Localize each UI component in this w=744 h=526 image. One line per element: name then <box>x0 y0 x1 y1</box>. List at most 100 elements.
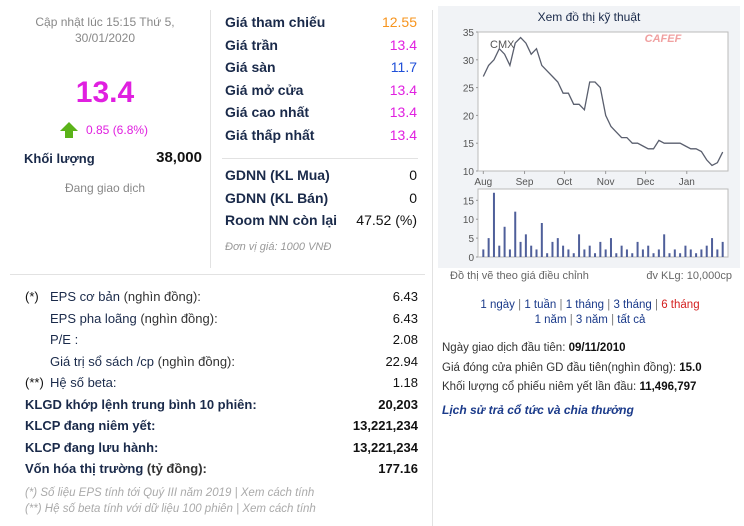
volume-bar <box>689 249 692 257</box>
volume-bar <box>487 238 490 257</box>
y2-tick-label: 15 <box>463 196 475 207</box>
volume-bar <box>615 253 618 257</box>
footnote: (**) Hệ số beta tính với dữ liệu 100 phi… <box>25 503 316 515</box>
period-link[interactable]: 1 năm <box>534 314 567 326</box>
volume-bar <box>636 241 639 257</box>
period-link[interactable]: 3 năm <box>575 314 608 326</box>
dividend-link[interactable]: Lịch sử trả cổ tức và chia thưởng <box>442 403 634 417</box>
price-label: Giá thấp nhất <box>225 126 315 143</box>
foreign-label: Room NN còn lại <box>225 212 338 228</box>
price-value: 13.4 <box>389 126 417 143</box>
volume-bar <box>556 238 559 257</box>
listing-value: 15.0 <box>679 361 702 374</box>
volume-bar <box>679 253 682 257</box>
volume-bar <box>514 211 517 257</box>
period-link[interactable]: 3 tháng <box>613 299 652 311</box>
metric-name: EPS cơ bản <box>50 289 120 304</box>
foreign-value: 0 <box>409 167 417 183</box>
update-time: 30/01/2020 <box>74 31 136 45</box>
divider <box>432 10 433 526</box>
metric-label: EPS cơ bản (nghìn đồng): <box>50 290 201 303</box>
metric-value: 177.16 <box>378 461 418 476</box>
volume-bar <box>599 241 602 257</box>
metric-unit: (nghìn đồng): <box>119 289 201 304</box>
separator: | <box>556 299 566 311</box>
volume-bar <box>625 249 628 257</box>
volume-bar <box>578 234 581 257</box>
period-link[interactable]: tất cả <box>617 314 646 326</box>
x-tick-label: Aug <box>474 177 492 188</box>
volume-bar <box>673 249 676 257</box>
y2-tick-label: 5 <box>468 234 474 245</box>
metric-value: 2.08 <box>392 332 418 347</box>
metric-unit: (nghìn đồng): <box>154 353 235 369</box>
separator: | <box>566 314 576 326</box>
volume-bar <box>652 253 655 257</box>
metric-unit: (nghìn đồng): <box>136 310 218 326</box>
volume-bar <box>684 245 687 257</box>
metric-label: KLCP đang lưu hành: <box>25 441 158 454</box>
period-link[interactable]: 1 tuần <box>524 299 557 311</box>
chart-title[interactable]: Xem đồ thị kỹ thuật <box>538 10 641 24</box>
volume-bar <box>609 238 612 257</box>
up-arrow <box>60 122 78 138</box>
volume-bar <box>711 238 714 257</box>
metric-value: 20,203 <box>378 396 418 412</box>
listing-row: Khối lượng cổ phiếu niêm yết lần đầu: 11… <box>442 381 696 394</box>
listing-label: Giá đóng cửa phiên GD đầu tiên(nghìn đồn… <box>442 361 680 374</box>
listing-row: Ngày giao dịch đầu tiên: 09/11/2010 <box>442 342 626 355</box>
volume-bar <box>705 245 708 257</box>
volume-bar <box>551 241 554 257</box>
y2-tick-label: 10 <box>463 215 475 226</box>
metric-name: P/E : <box>50 332 79 347</box>
volume-bar <box>519 241 522 257</box>
y2-tick-label: 0 <box>468 253 474 264</box>
metric-label: Hệ số beta: <box>50 376 117 389</box>
metric-name: KLCP đang niêm yết: <box>25 418 156 433</box>
separator: | <box>651 299 662 311</box>
metric-name: KLCP đang lưu hành: <box>25 439 159 455</box>
foreign-label: GDNN (KL Bán) <box>225 189 329 206</box>
price-value: 13.4 <box>389 81 417 98</box>
volume-bar <box>562 245 565 257</box>
metric-value: 13,221,234 <box>352 418 418 433</box>
separator: | <box>514 299 525 311</box>
y-tick-label: 25 <box>463 84 475 95</box>
volume-bar <box>716 249 719 257</box>
volume-bar <box>583 249 586 257</box>
foreign-value: 47.52 (%) <box>356 212 417 228</box>
period-link[interactable]: 1 tháng <box>565 299 605 311</box>
metric-prefix: (*) <box>25 289 39 304</box>
y-tick-label: 30 <box>463 56 475 67</box>
metric-name: Hệ số beta: <box>50 375 117 390</box>
y-tick-label: 10 <box>463 167 475 178</box>
listing-value: 09/11/2010 <box>568 342 626 354</box>
update-time: Cập nhật lúc 15:15 Thứ 5, <box>35 15 175 29</box>
divider <box>10 274 425 275</box>
price-value: 11.7 <box>390 59 417 75</box>
change: 0.85 (6.8%) <box>86 123 149 137</box>
volume-bar <box>535 249 538 257</box>
symbol: CMX <box>490 39 515 51</box>
metric-prefix: (**) <box>25 375 44 390</box>
volume-bar <box>647 245 650 257</box>
x-tick-label: Nov <box>597 177 615 188</box>
volume-bar <box>567 249 570 257</box>
period-row: 1 ngày | 1 tuần | 1 tháng | 3 tháng | 6 … <box>440 299 740 312</box>
price-value: 13.4 <box>389 36 417 53</box>
price-label: Giá mở cửa <box>225 81 304 98</box>
volume-bar <box>530 245 533 257</box>
metric-name: KLGD khớp lệnh trung bình 10 phiên: <box>25 396 257 412</box>
volume-bar <box>503 226 506 257</box>
volume-bar <box>604 249 607 257</box>
period-link[interactable]: 1 ngày <box>480 299 515 311</box>
divider <box>210 10 211 268</box>
volume-bar <box>588 245 591 257</box>
period-link[interactable]: 6 tháng <box>661 299 700 311</box>
unit-note: Đơn vị giá: 1000 VNĐ <box>225 241 332 253</box>
metric-name: EPS pha loãng <box>50 310 137 326</box>
volume-label: Khối lượng <box>24 151 95 166</box>
price-chart: Xem đồ thị kỹ thuật CAFEF CMX 10 15 20 25 30 35 0… <box>438 6 740 268</box>
price-label: Giá sàn <box>225 59 276 75</box>
